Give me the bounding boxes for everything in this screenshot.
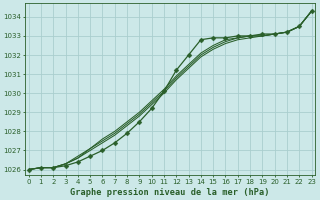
X-axis label: Graphe pression niveau de la mer (hPa): Graphe pression niveau de la mer (hPa): [70, 188, 270, 197]
